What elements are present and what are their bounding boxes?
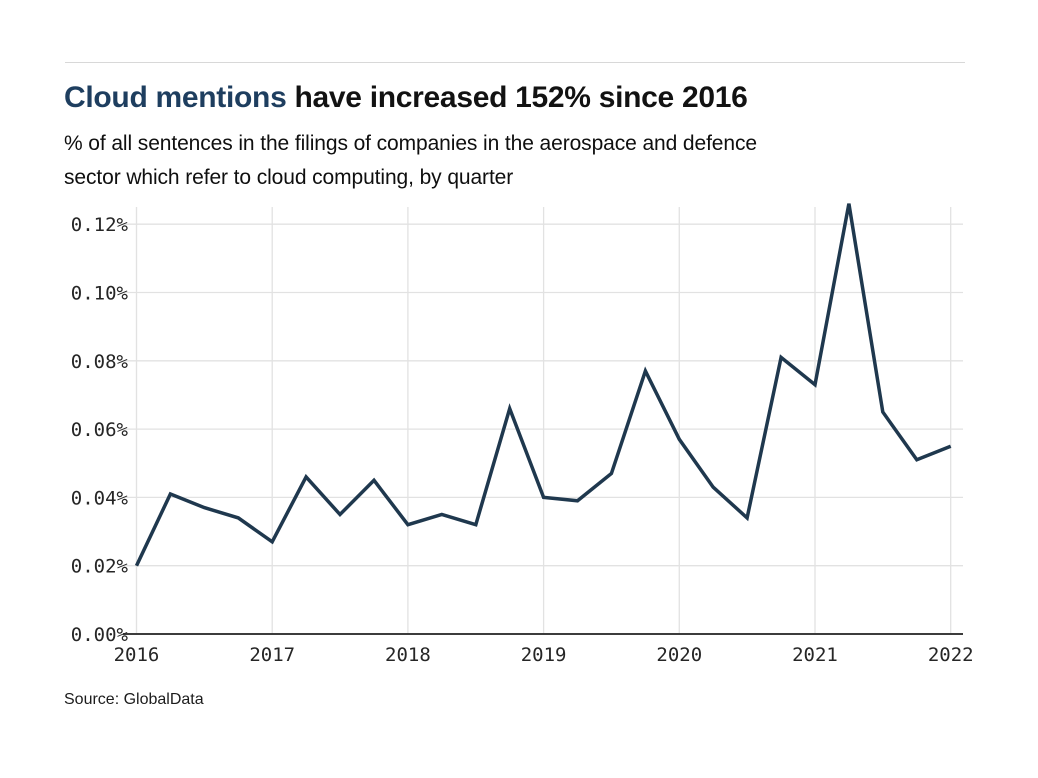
x-tick-label: 2022 [928, 644, 974, 666]
y-tick-label: 0.06% [71, 419, 129, 441]
cloud-mentions-line-chart: 0.00% 0.02% 0.04% 0.06% 0.08% 0.10% 0.12% 2016 2… [0, 195, 1038, 675]
source-caption: Source: GlobalData [64, 691, 204, 708]
page-title: Cloud mentions have increased 152% since… [64, 80, 974, 116]
y-tick-label: 0.10% [71, 283, 129, 305]
page-title-rest: have increased 152% since 2016 [294, 81, 748, 114]
y-tick-label: 0.00% [71, 624, 129, 646]
cloud-mentions-series-line [134, 203, 952, 567]
page-title-accent: Cloud mentions [64, 81, 287, 114]
chart-subtitle: % of all sentences in the filings of com… [64, 127, 974, 195]
chart-subtitle-line1: % of all sentences in the filings of com… [64, 132, 757, 155]
y-tick-label: 0.04% [71, 487, 129, 509]
x-tick-label: 2018 [385, 644, 431, 666]
top-divider [65, 62, 965, 63]
x-tick-label: 2016 [114, 644, 160, 666]
y-tick-label: 0.12% [71, 214, 129, 236]
line-chart-canvas: 0.00% 0.02% 0.04% 0.06% 0.08% 0.10% 0.12% 2016 2… [71, 203, 974, 666]
x-tick-label: 2020 [656, 644, 702, 666]
chart-subtitle-line2: sector which refer to cloud computing, b… [64, 166, 514, 189]
y-tick-label: 0.02% [71, 556, 129, 578]
y-tick-label: 0.08% [71, 351, 129, 373]
x-tick-label: 2019 [521, 644, 567, 666]
x-tick-label: 2021 [792, 644, 838, 666]
x-tick-label: 2017 [249, 644, 295, 666]
